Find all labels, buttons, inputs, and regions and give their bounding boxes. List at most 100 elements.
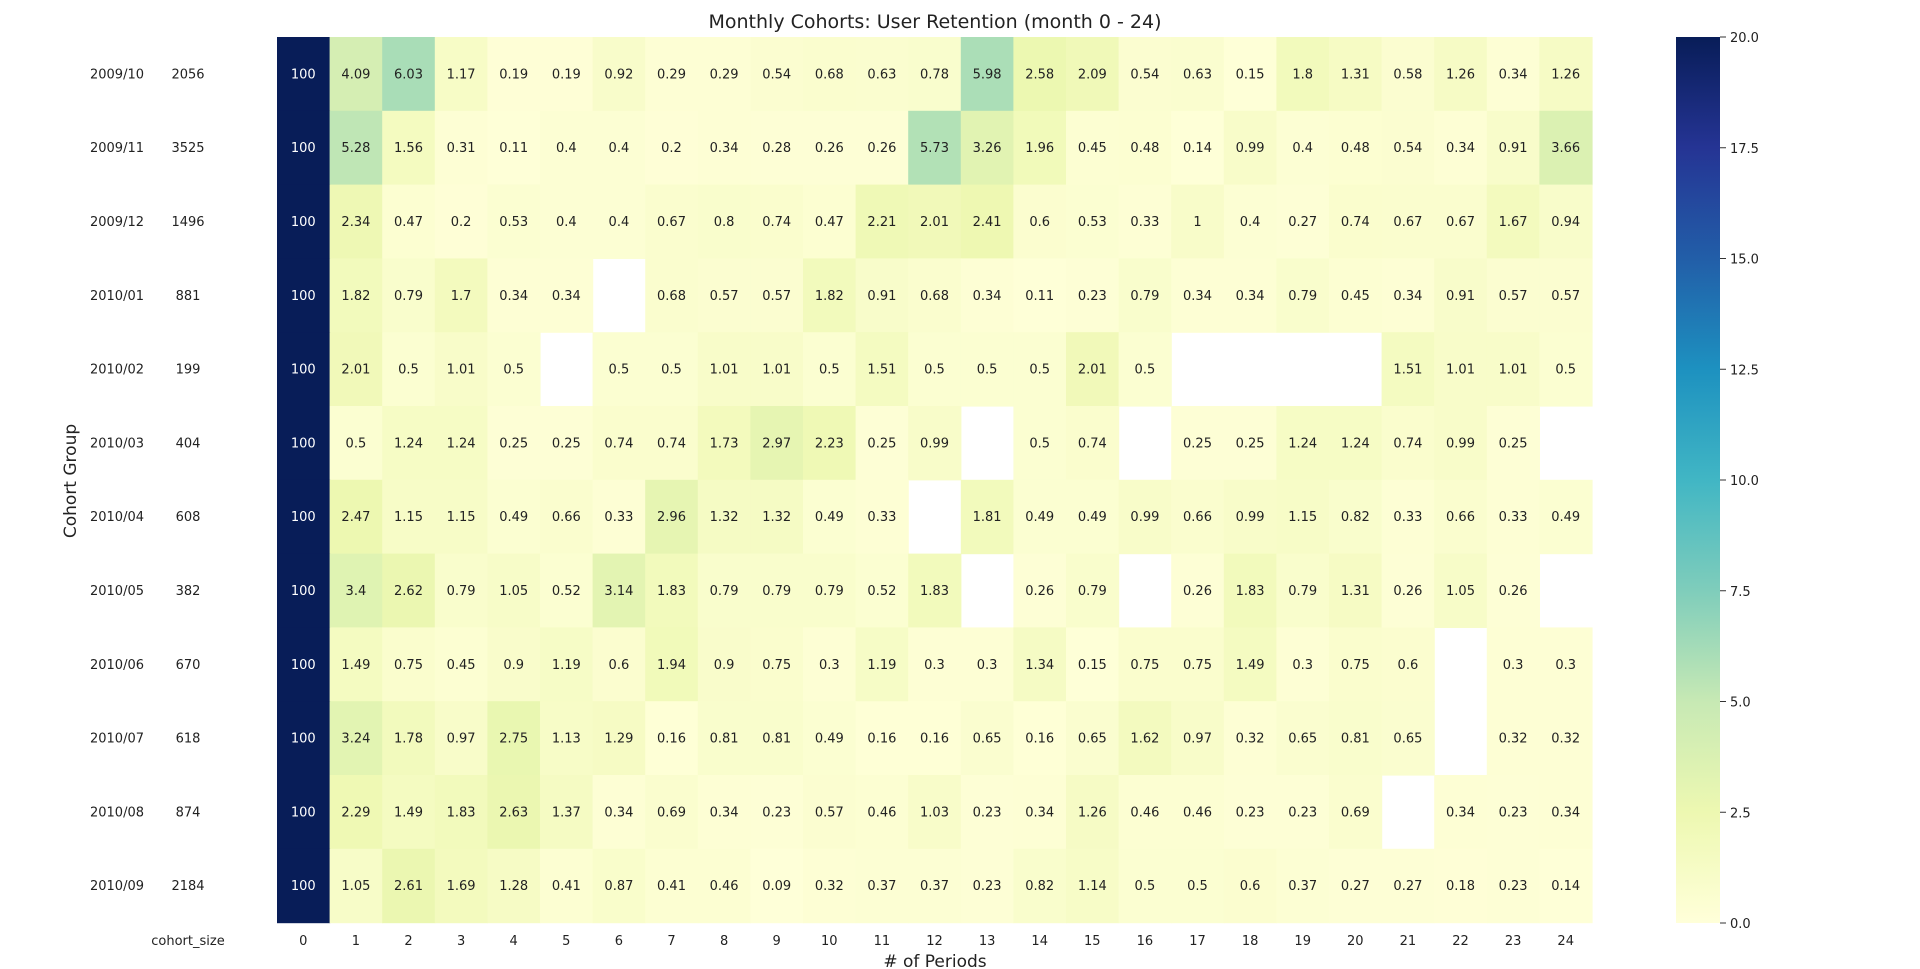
cell-value-label: 1.62	[1130, 732, 1159, 747]
cell-value-label: 0.67	[657, 215, 686, 230]
cohort-label: 2010/02	[90, 363, 144, 378]
cell-value-label: 0.6	[1398, 658, 1419, 673]
cell-value-label: 0.45	[1341, 289, 1370, 304]
heatmap-cell	[908, 627, 962, 702]
cell-value-label: 1.01	[710, 363, 739, 378]
heatmap-cell	[487, 37, 541, 112]
x-axis-label: # of Periods	[883, 952, 986, 969]
cell-value-label: 0.25	[1499, 436, 1528, 451]
heatmap-cell	[329, 775, 383, 850]
cell-value-label: 0.32	[1551, 732, 1580, 747]
cell-value-label: 0.99	[1130, 510, 1159, 525]
cell-value-label: 0.34	[1236, 289, 1265, 304]
heatmap-cell	[592, 406, 646, 481]
cell-value-label: 0.2	[661, 141, 682, 156]
heatmap-cell	[382, 553, 436, 628]
heatmap-cell	[645, 775, 699, 850]
cohort-label: 2010/06	[90, 658, 144, 673]
heatmap-cell	[960, 37, 1014, 112]
heatmap-cell	[750, 184, 804, 259]
cell-value-label: 0.4	[556, 215, 577, 230]
heatmap-cell	[487, 775, 541, 850]
cell-value-label: 0.65	[1393, 732, 1422, 747]
cell-value-label: 0.3	[924, 658, 945, 673]
heatmap-cell	[1013, 406, 1067, 481]
cell-value-label: 0.79	[762, 584, 791, 599]
heatmap-cell	[803, 479, 857, 555]
x-tick-label: 18	[1242, 934, 1259, 949]
cell-value-label: 1.05	[1446, 584, 1475, 599]
heatmap-cell	[1066, 627, 1120, 702]
heatmap-cell	[1539, 775, 1593, 850]
cell-value-label: 0.81	[710, 732, 739, 747]
heatmap-cell	[382, 110, 436, 186]
cell-value-label: 0.79	[1130, 289, 1159, 304]
x-tick-label: 22	[1452, 934, 1469, 949]
heatmap-cell	[592, 848, 646, 924]
cell-value-label: 1.49	[394, 805, 423, 820]
heatmap-cell	[750, 332, 804, 407]
heatmap-cell	[1118, 775, 1172, 850]
heatmap-grid: 100 4.09 6.03 1.17 0.19 0.19 0.92 0.29 0.29 0.54 0…	[277, 37, 1593, 924]
heatmap-cell	[1223, 184, 1277, 259]
cell-value-label: 100	[291, 658, 316, 673]
cell-value-label: 1.31	[1341, 584, 1370, 599]
heatmap-cell	[908, 184, 962, 259]
colorbar-tick-label: 2.5	[1730, 806, 1751, 821]
cell-value-label: 1.24	[447, 436, 476, 451]
cell-value-label: 0.3	[1292, 658, 1313, 673]
colorbar-tick-label: 15.0	[1730, 253, 1759, 268]
heatmap-cell	[750, 110, 804, 186]
heatmap-cell	[1381, 184, 1435, 259]
cell-value-label: 0.26	[867, 141, 896, 156]
cell-value-label: 0.68	[815, 67, 844, 82]
heatmap-cell	[487, 848, 541, 924]
x-tick-label: 1	[352, 934, 360, 949]
heatmap-cell	[540, 258, 594, 333]
x-tick-label: 19	[1294, 934, 1311, 949]
cell-value-label: 0.34	[604, 805, 633, 820]
cell-value-label: 1.69	[447, 879, 476, 894]
cell-value-label: 2.01	[341, 363, 370, 378]
heatmap-cell	[540, 553, 594, 628]
cell-value-label: 0.34	[499, 289, 528, 304]
heatmap-cell	[1539, 37, 1593, 112]
heatmap-cell	[1223, 701, 1277, 776]
heatmap-cell	[750, 775, 804, 850]
cell-value-label: 100	[291, 436, 316, 451]
heatmap-cell	[960, 701, 1014, 776]
cell-value-label: 5.28	[341, 141, 370, 156]
heatmap-cell	[1013, 553, 1067, 628]
heatmap-cell	[592, 775, 646, 850]
heatmap-cell	[1223, 553, 1277, 628]
heatmap-cell	[434, 406, 488, 481]
heatmap-cell	[382, 184, 436, 259]
heatmap-cell	[277, 332, 331, 407]
cell-value-label: 2.09	[1078, 67, 1107, 82]
heatmap-cell	[803, 406, 857, 481]
cell-value-label: 1.14	[1078, 879, 1107, 894]
cell-value-label: 1.15	[1288, 510, 1317, 525]
x-tick-label: 12	[926, 934, 943, 949]
cell-value-label: 0.92	[604, 67, 633, 82]
cell-value-label: 100	[291, 510, 316, 525]
heatmap-cell	[1066, 848, 1120, 924]
heatmap-cell	[697, 848, 751, 924]
cohort-size-value: 404	[176, 436, 201, 451]
cell-value-label: 0.27	[1341, 879, 1370, 894]
heatmap-cell	[1381, 627, 1435, 702]
cell-value-label: 0.3	[977, 658, 998, 673]
cell-value-label: 0.79	[394, 289, 423, 304]
heatmap-cell	[277, 110, 331, 186]
cell-value-label: 0.49	[1078, 510, 1107, 525]
heatmap-cell	[1381, 553, 1435, 628]
cell-value-label: 0.48	[1130, 141, 1159, 156]
cell-value-label: 0.67	[1446, 215, 1475, 230]
cell-value-label: 0.23	[1288, 805, 1317, 820]
heatmap-cell	[645, 184, 699, 259]
cell-value-label: 100	[291, 732, 316, 747]
cell-value-label: 1.67	[1499, 215, 1528, 230]
cell-value-label: 0.33	[1499, 510, 1528, 525]
cell-value-label: 0.34	[973, 289, 1002, 304]
cell-value-label: 1.01	[762, 363, 791, 378]
